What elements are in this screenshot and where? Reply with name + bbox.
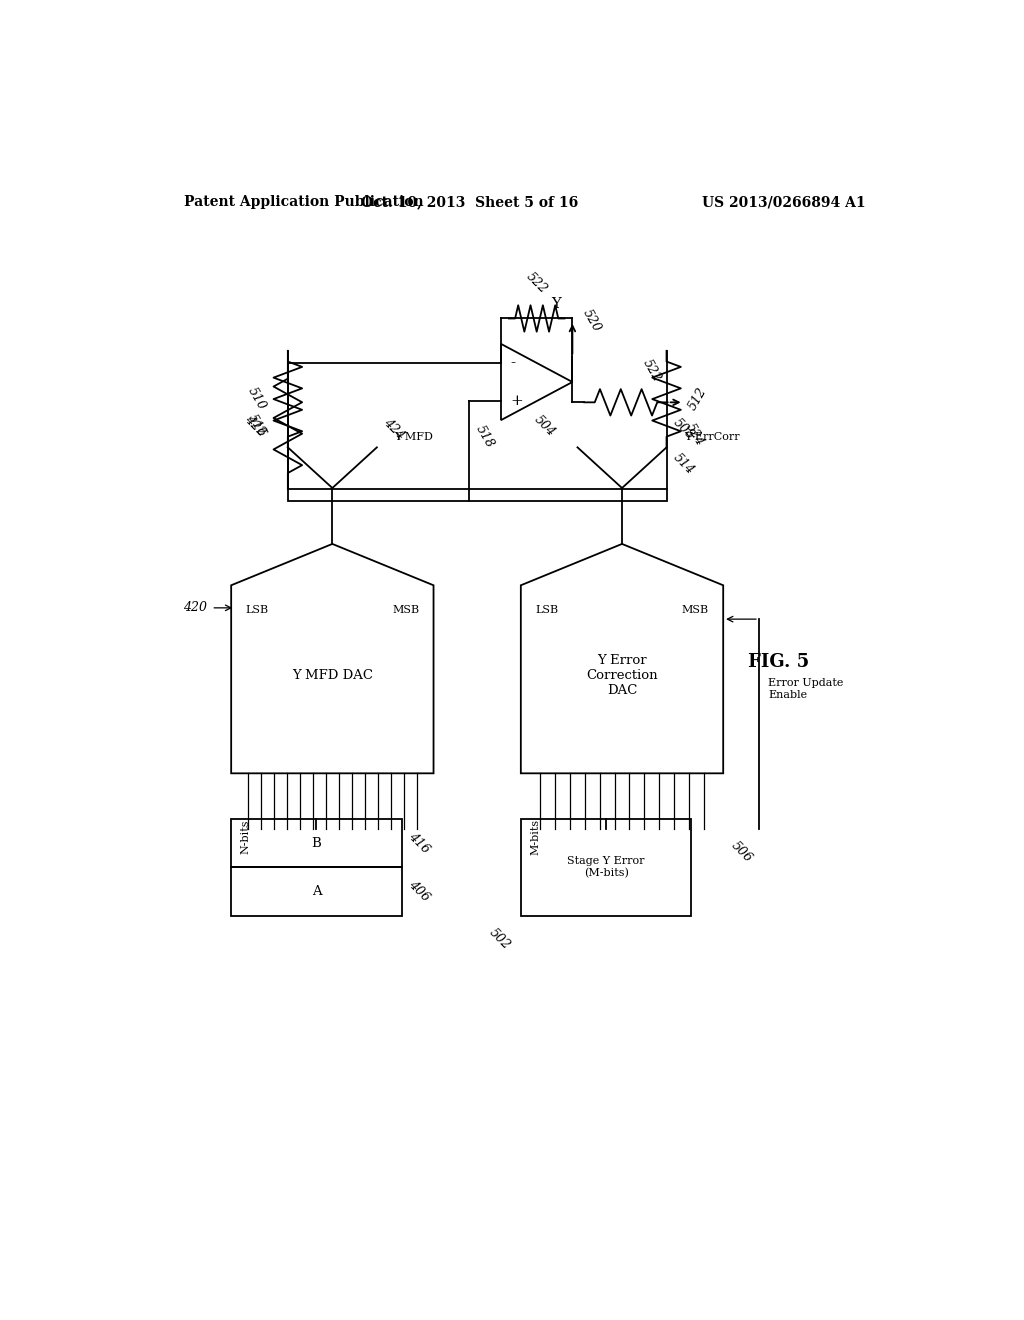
Text: A: A	[311, 884, 322, 898]
Text: 506: 506	[729, 840, 755, 866]
Text: MSB: MSB	[682, 605, 709, 615]
Text: 406: 406	[406, 878, 432, 904]
Text: M-bits: M-bits	[530, 818, 540, 855]
Text: Y MFD DAC: Y MFD DAC	[292, 669, 373, 682]
Text: 510: 510	[245, 385, 268, 413]
Text: +: +	[511, 395, 523, 408]
Bar	[521, 818, 691, 916]
Bar	[231, 818, 401, 867]
Text: Stage Y Error
(M-bits): Stage Y Error (M-bits)	[567, 857, 645, 878]
Text: 512: 512	[686, 385, 710, 413]
Text: Y Error
Correction
DAC: Y Error Correction DAC	[586, 653, 657, 697]
Text: -: -	[511, 356, 516, 370]
Text: Y MFD: Y MFD	[394, 432, 433, 442]
Text: 424: 424	[381, 416, 407, 442]
Text: 416: 416	[406, 830, 432, 857]
Text: 422: 422	[242, 413, 268, 440]
Text: 504: 504	[531, 413, 558, 440]
Text: 524: 524	[684, 421, 707, 447]
Text: Y: Y	[551, 297, 560, 312]
Text: 522: 522	[523, 271, 550, 296]
Text: US 2013/0266894 A1: US 2013/0266894 A1	[702, 195, 866, 209]
Text: 522: 522	[640, 356, 664, 384]
Text: Oct. 10, 2013  Sheet 5 of 16: Oct. 10, 2013 Sheet 5 of 16	[360, 195, 578, 209]
Text: 516: 516	[245, 412, 268, 440]
Text: Error Update
Enable: Error Update Enable	[768, 678, 844, 700]
Text: 502: 502	[486, 925, 513, 952]
Text: 514: 514	[671, 451, 696, 478]
Text: 508: 508	[671, 416, 696, 442]
Text: 420: 420	[183, 602, 207, 614]
Text: Patent Application Publication: Patent Application Publication	[183, 195, 423, 209]
Bar	[231, 867, 401, 916]
Text: LSB: LSB	[246, 605, 268, 615]
Text: N-bits: N-bits	[241, 818, 251, 854]
Text: FIG. 5: FIG. 5	[749, 652, 809, 671]
Text: LSB: LSB	[536, 605, 558, 615]
Text: MSB: MSB	[392, 605, 419, 615]
Text: Y ErrCorr: Y ErrCorr	[684, 432, 739, 442]
Text: 518: 518	[473, 422, 497, 450]
Bar	[288, 488, 667, 500]
Text: B: B	[311, 837, 322, 850]
Text: 520: 520	[581, 308, 603, 335]
